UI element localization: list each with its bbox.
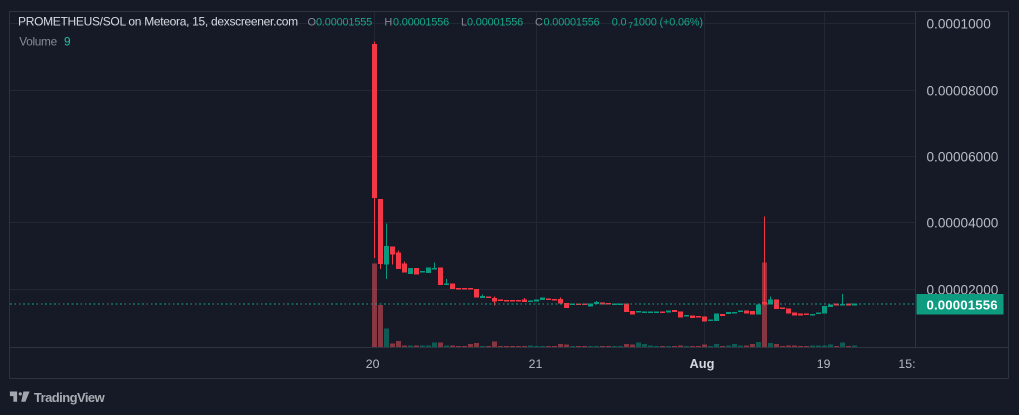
svg-text:TradingView: TradingView (34, 390, 106, 405)
svg-text:15:: 15: (898, 357, 915, 371)
svg-text:21: 21 (529, 357, 543, 371)
svg-text:PROMETHEUS/SOL on Meteora, 15,: PROMETHEUS/SOL on Meteora, 15, dexscreen… (18, 15, 298, 29)
svg-text:0.00001556: 0.00001556 (927, 298, 998, 313)
svg-text:0.00002000: 0.00002000 (927, 283, 999, 298)
svg-text:19: 19 (817, 357, 831, 371)
svg-text:0.00004000: 0.00004000 (927, 216, 999, 231)
svg-text:20: 20 (366, 357, 380, 371)
svg-text:Aug: Aug (690, 356, 715, 371)
svg-text:O0.00001555 H0.00001556 L0.000: O0.00001555 H0.00001556 L0.00001556 C0.0… (308, 17, 703, 31)
svg-text:0.00006000: 0.00006000 (927, 150, 999, 165)
svg-text:0.0001000: 0.0001000 (927, 17, 992, 32)
svg-text:0.00008000: 0.00008000 (927, 84, 999, 99)
